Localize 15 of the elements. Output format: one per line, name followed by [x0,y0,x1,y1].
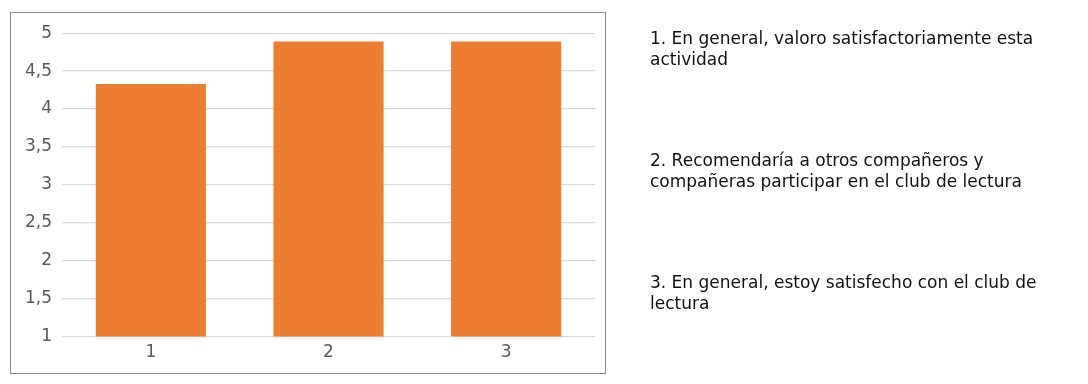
x-tick-label: 2 [323,341,334,362]
y-tick-label: 2,5 [24,211,53,232]
y-tick-label: 2 [41,249,53,270]
x-tick-label: 1 [145,341,157,362]
x-tick-label: 3 [500,341,512,362]
y-tick-label: 3,5 [24,135,53,156]
text: 2. Recomendaría a otros compañeros y compañeras participar en el club de lectura [650,150,1023,193]
y-tick-label: 1 [41,325,53,346]
y-tick-label: 3 [41,173,53,194]
y-tick-label: 5 [41,21,53,42]
text: 1. En general, valoro satisfactoriamente esta actividad [650,28,1035,71]
y-tick-label: 4,5 [24,59,53,80]
text: 3. En general, estoy satisfecho con el club de lectura [650,272,1038,315]
y-tick-label: 4 [41,97,53,118]
y-tick-label: 1,5 [24,287,53,308]
